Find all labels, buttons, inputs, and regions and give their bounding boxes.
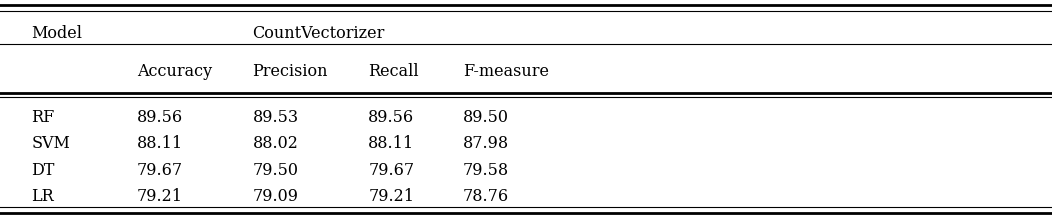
Text: 79.67: 79.67 <box>368 162 414 179</box>
Text: DT: DT <box>32 162 55 179</box>
Text: Model: Model <box>32 25 82 42</box>
Text: CountVectorizer: CountVectorizer <box>252 25 385 42</box>
Text: 78.76: 78.76 <box>463 188 509 205</box>
Text: 79.09: 79.09 <box>252 188 299 205</box>
Text: Recall: Recall <box>368 63 419 80</box>
Text: LR: LR <box>32 188 55 205</box>
Text: RF: RF <box>32 109 55 126</box>
Text: 79.21: 79.21 <box>137 188 183 205</box>
Text: 79.21: 79.21 <box>368 188 414 205</box>
Text: 89.53: 89.53 <box>252 109 299 126</box>
Text: 89.56: 89.56 <box>137 109 183 126</box>
Text: 89.50: 89.50 <box>463 109 509 126</box>
Text: 87.98: 87.98 <box>463 135 509 152</box>
Text: Accuracy: Accuracy <box>137 63 211 80</box>
Text: 79.50: 79.50 <box>252 162 299 179</box>
Text: 89.56: 89.56 <box>368 109 414 126</box>
Text: 88.02: 88.02 <box>252 135 299 152</box>
Text: 79.67: 79.67 <box>137 162 183 179</box>
Text: 79.58: 79.58 <box>463 162 509 179</box>
Text: 88.11: 88.11 <box>368 135 414 152</box>
Text: F-measure: F-measure <box>463 63 549 80</box>
Text: Precision: Precision <box>252 63 328 80</box>
Text: SVM: SVM <box>32 135 70 152</box>
Text: 88.11: 88.11 <box>137 135 183 152</box>
